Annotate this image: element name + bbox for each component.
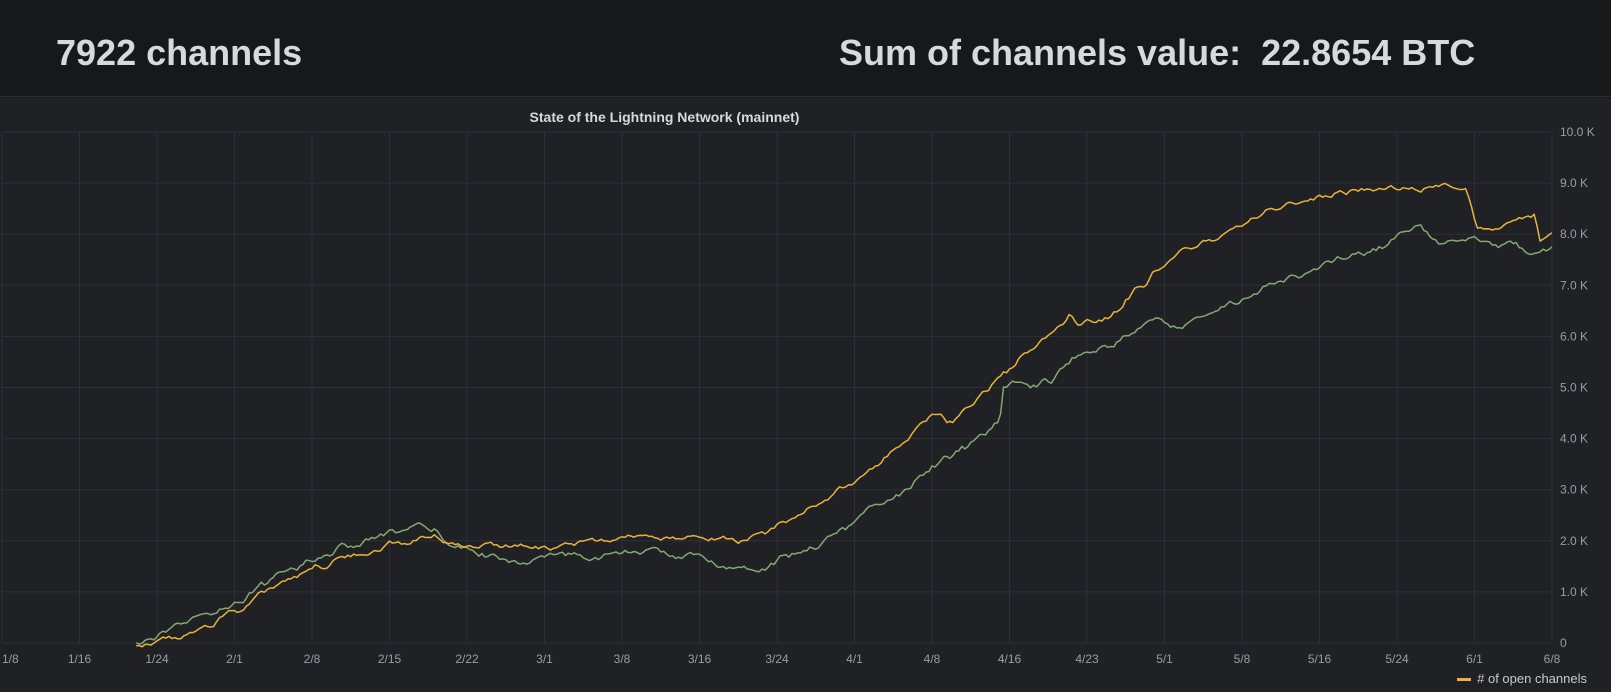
svg-text:6.0 K: 6.0 K — [1560, 329, 1588, 343]
svg-text:2/22: 2/22 — [455, 652, 479, 666]
svg-text:5.0 K: 5.0 K — [1560, 381, 1588, 395]
svg-text:4.0 K: 4.0 K — [1560, 432, 1588, 446]
svg-text:2/1: 2/1 — [226, 652, 243, 666]
svg-text:8.0 K: 8.0 K — [1560, 227, 1588, 241]
svg-text:1/24: 1/24 — [145, 652, 169, 666]
svg-text:3/16: 3/16 — [688, 652, 712, 666]
svg-text:4/8: 4/8 — [924, 652, 941, 666]
svg-text:1/8: 1/8 — [2, 652, 19, 666]
svg-text:10.0 K: 10.0 K — [1560, 125, 1595, 139]
svg-text:2/8: 2/8 — [304, 652, 321, 666]
svg-text:4/1: 4/1 — [846, 652, 863, 666]
svg-text:4/16: 4/16 — [998, 652, 1022, 666]
svg-text:3.0 K: 3.0 K — [1560, 483, 1588, 497]
svg-text:0: 0 — [1560, 636, 1567, 650]
svg-text:3/1: 3/1 — [536, 652, 553, 666]
svg-text:2.0 K: 2.0 K — [1560, 534, 1588, 548]
svg-text:3/8: 3/8 — [614, 652, 631, 666]
svg-text:1.0 K: 1.0 K — [1560, 585, 1588, 599]
svg-text:5/8: 5/8 — [1234, 652, 1251, 666]
svg-text:1/16: 1/16 — [68, 652, 92, 666]
svg-text:5/16: 5/16 — [1308, 652, 1332, 666]
svg-text:9.0 K: 9.0 K — [1560, 176, 1588, 190]
svg-text:2/15: 2/15 — [378, 652, 402, 666]
svg-text:4/23: 4/23 — [1075, 652, 1099, 666]
svg-text:6/8: 6/8 — [1544, 652, 1561, 666]
svg-text:3/24: 3/24 — [765, 652, 789, 666]
svg-text:7.0 K: 7.0 K — [1560, 278, 1588, 292]
svg-text:5/24: 5/24 — [1385, 652, 1409, 666]
svg-text:5/1: 5/1 — [1156, 652, 1173, 666]
svg-text:6/1: 6/1 — [1466, 652, 1483, 666]
